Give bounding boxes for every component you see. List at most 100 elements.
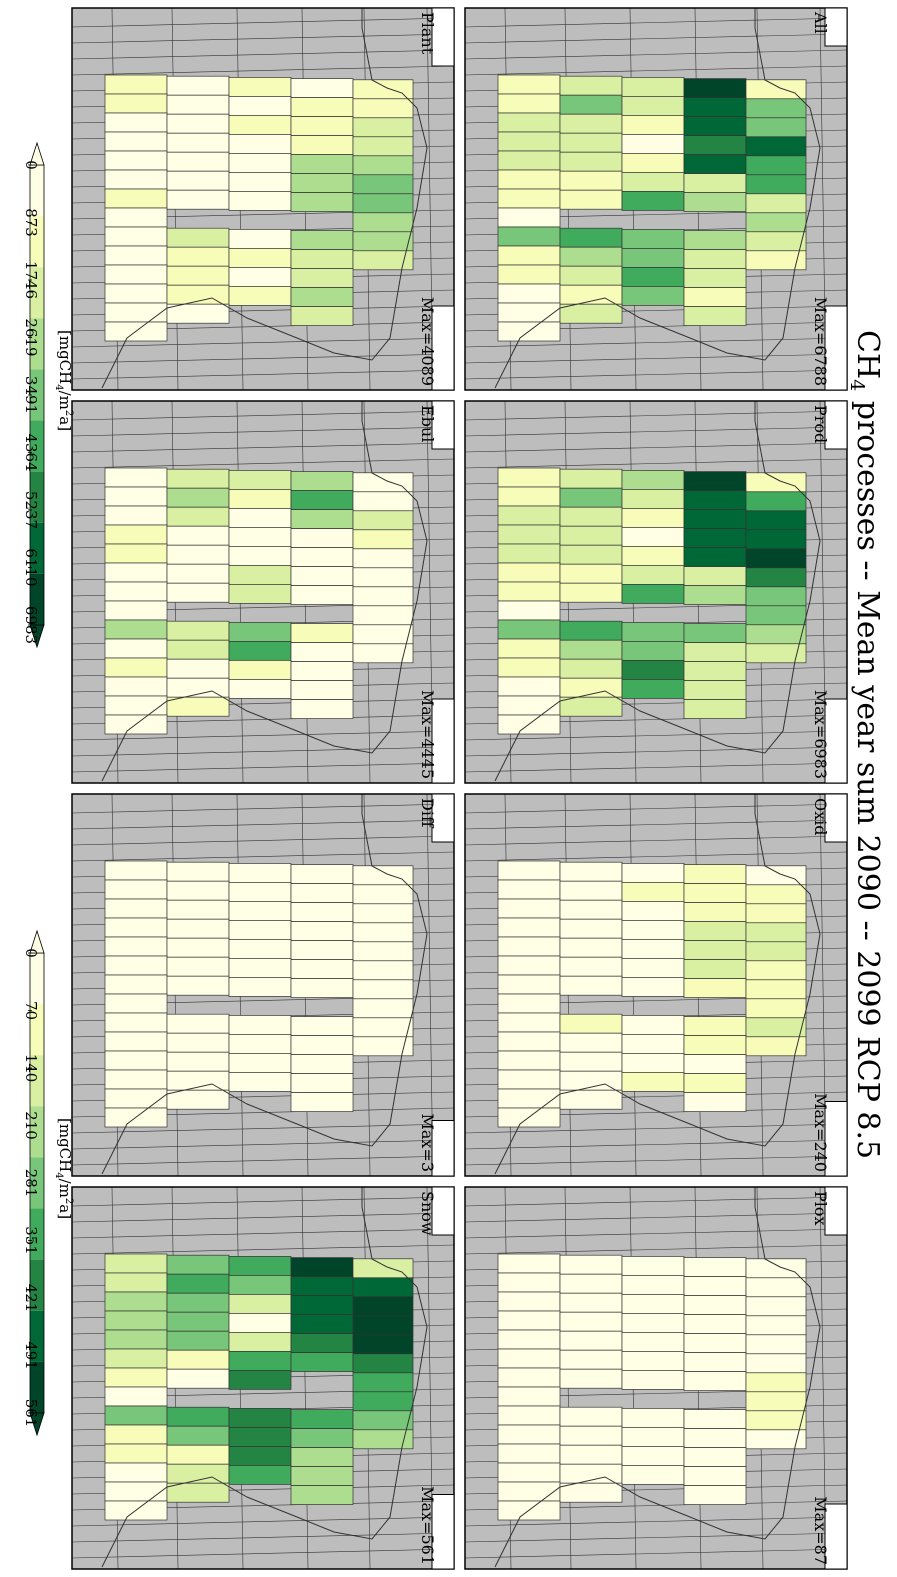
colorbar-tick-label: 1746 (22, 261, 40, 299)
heatmap-cell (745, 624, 807, 645)
heatmap-cell (497, 581, 561, 602)
heatmap-cell (621, 77, 685, 97)
heatmap-cell (497, 562, 561, 583)
heatmap-cell (352, 1353, 414, 1374)
panel-max-label: Max=240 (811, 1093, 830, 1172)
colorbar-tick-label: 0 (22, 948, 40, 958)
heatmap-cell (683, 306, 747, 326)
heatmap-cell (559, 525, 623, 546)
heatmap-cell (497, 112, 561, 133)
graticule-line (71, 1548, 455, 1559)
heatmap-cell (621, 882, 685, 902)
heatmap-cell (621, 527, 685, 547)
heatmap-cell (104, 131, 168, 152)
heatmap-cell (559, 75, 623, 96)
graticule-line (71, 337, 455, 348)
heatmap-cell (621, 901, 685, 921)
heatmap-cell (290, 268, 354, 288)
heatmap-cell (745, 1391, 807, 1412)
heatmap-cell (497, 486, 561, 507)
heatmap-cell (497, 600, 561, 621)
heatmap-cell (352, 1410, 414, 1431)
heatmap-cell (104, 562, 168, 583)
colorbar-segment (30, 573, 44, 625)
colorbar-tick-label: 281 (22, 1169, 40, 1198)
heatmap-cell (290, 699, 354, 719)
heatmap-cell (290, 566, 354, 586)
heatmap-cell (290, 585, 354, 605)
figure-title: CH4 processes -- Mean year sum 2090 -- 2… (846, 330, 885, 1159)
heatmap-cell (166, 918, 230, 939)
heatmap-cell (104, 1481, 168, 1502)
heatmap-cell (166, 525, 230, 546)
heatmap-cell (228, 191, 292, 211)
heatmap-cell (104, 1012, 168, 1033)
heatmap-cell (228, 248, 292, 268)
heatmap-cell (228, 470, 292, 490)
heatmap-cell (559, 658, 623, 679)
heatmap-cell (166, 75, 230, 96)
colorbar-segment (30, 216, 44, 268)
heatmap-cell (290, 1447, 354, 1467)
heatmap-cell (621, 622, 685, 642)
colorbars-group: 0 873 1746 2619 3491 4364 5237 6110 6983 [mgCH4/m… (22, 141, 74, 1437)
heatmap-cell (104, 974, 168, 995)
heatmap-cell (559, 1425, 623, 1446)
heatmap-cell (559, 94, 623, 115)
graticule-line (71, 1123, 455, 1134)
heatmap-cell (352, 155, 414, 176)
panel-max-box (431, 698, 455, 784)
graticule-line (71, 33, 455, 44)
heatmap-cell (166, 1368, 230, 1389)
heatmap-cell (559, 582, 623, 603)
panel-max-box (431, 1120, 455, 1177)
heatmap-cell (745, 567, 807, 588)
heatmap-cell (683, 287, 747, 307)
panel-name-box (824, 1186, 848, 1236)
panel-frame (71, 1186, 455, 1570)
heatmap-cell (683, 978, 747, 998)
heatmap-cell (683, 1092, 747, 1112)
panel-frame (464, 400, 848, 784)
heatmap-cell (683, 1333, 747, 1353)
heatmap-cell (228, 1370, 292, 1390)
heatmap-cell (228, 286, 292, 306)
heatmap-cell (559, 544, 623, 565)
heatmap-cell (290, 1428, 354, 1448)
heatmap-cell (352, 136, 414, 157)
heatmap-cell (559, 1444, 623, 1465)
heatmap-cell (228, 546, 292, 566)
heatmap-cell (683, 471, 747, 491)
graticule-line (71, 17, 455, 28)
colorbar-tick-label: 70 (22, 1001, 40, 1020)
heatmap-cell (621, 1313, 685, 1333)
colorbar-segment (30, 318, 44, 370)
panel-frame (71, 400, 455, 784)
colorbar-tick-label: 2619 (22, 318, 40, 356)
heatmap-cell (166, 246, 230, 267)
heatmap-cell (290, 1257, 354, 1277)
heatmap-cell (745, 1372, 807, 1393)
heatmap-cell (497, 467, 561, 488)
heatmap-cell (166, 880, 230, 901)
heatmap-cell (559, 113, 623, 134)
heatmap-cell (290, 1016, 354, 1036)
heatmap-cell (104, 543, 168, 564)
colorbar-tick-label: 491 (22, 1341, 40, 1370)
heatmap-cell (104, 600, 168, 621)
heatmap-cell (228, 1072, 292, 1092)
heatmap-cell (745, 231, 807, 252)
heatmap-cell (104, 1088, 168, 1109)
heatmap-cell (290, 509, 354, 529)
heatmap-cell (559, 468, 623, 489)
heatmap-cell (228, 96, 292, 116)
heatmap-cell (352, 1258, 414, 1279)
heatmap-cell (166, 861, 230, 882)
panel-diff: Diff Max=3 (71, 793, 455, 1177)
heatmap-cell (497, 638, 561, 659)
heatmap-cell (497, 657, 561, 678)
heatmap-cell (352, 1277, 414, 1298)
heatmap-cell (497, 860, 561, 881)
heatmap-cell (352, 1036, 414, 1057)
heatmap-cell (290, 1333, 354, 1353)
